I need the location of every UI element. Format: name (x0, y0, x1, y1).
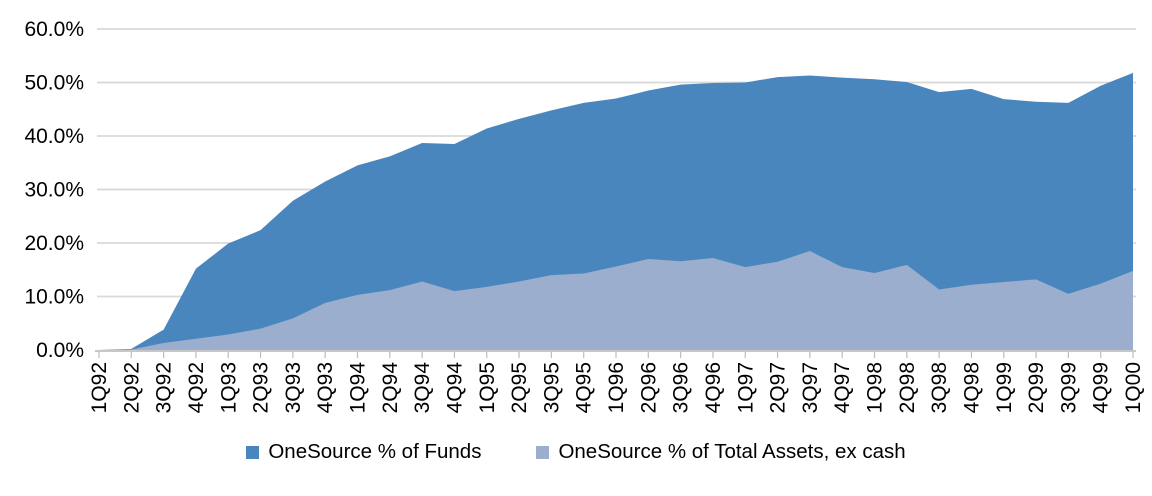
y-axis-tick-label: 40.0% (24, 125, 84, 148)
x-axis-tick-label: 2Q98 (896, 362, 919, 413)
y-axis-tick-label: 20.0% (24, 232, 84, 255)
x-axis-tick-label: 3Q94 (411, 362, 434, 414)
x-axis-tick-label: 4Q96 (702, 362, 725, 413)
y-axis-tick-label: 0.0% (36, 339, 84, 362)
x-axis-tick-label: 1Q95 (476, 362, 499, 413)
x-axis-tick-label: 4Q92 (185, 362, 208, 413)
legend-swatch-funds-icon (246, 445, 260, 459)
x-axis-tick-label: 4Q94 (443, 362, 466, 414)
x-axis-tick-label: 1Q00 (1122, 362, 1145, 413)
x-axis-tick-label: 2Q94 (379, 362, 402, 414)
x-axis-tick-label: 2Q93 (250, 362, 273, 413)
series-area-total-assets (99, 251, 1133, 350)
x-axis-tick-label: 3Q96 (670, 362, 693, 413)
x-axis-tick-label: 2Q96 (637, 362, 660, 413)
x-axis-tick-label: 2Q99 (1025, 362, 1048, 413)
legend-item-total-assets: OneSource % of Total Assets, ex cash (536, 440, 906, 464)
legend-swatch-total-assets-icon (536, 445, 550, 459)
y-axis-tick-label: 50.0% (24, 72, 84, 95)
x-axis-tick-label: 1Q94 (347, 362, 370, 414)
legend-item-funds: OneSource % of Funds (246, 440, 481, 464)
y-axis-tick-label: 60.0% (24, 18, 84, 41)
x-axis-tick-label: 3Q92 (153, 362, 176, 413)
x-axis-tick-label: 1Q96 (605, 362, 628, 413)
x-axis-tick-label: 4Q98 (960, 362, 983, 413)
x-axis-tick-label: 4Q93 (314, 362, 337, 413)
x-axis-tick-label: 3Q95 (540, 362, 563, 413)
x-axis-tick-label: 1Q93 (217, 362, 240, 413)
x-axis-tick-label: 2Q95 (508, 362, 531, 413)
x-axis-tick-label: 3Q99 (1057, 362, 1080, 413)
area-chart: 0.0% 10.0% 20.0% 30.0% 40.0% 50.0% 60.0% 1Q92 2Q… (24, 18, 1145, 414)
y-axis-tick-label: 30.0% (24, 179, 84, 202)
x-axis-tick-label: 3Q97 (799, 362, 822, 413)
x-axis-tick-label: 3Q93 (282, 362, 305, 413)
x-axis-tick-label: 1Q92 (88, 362, 111, 413)
x-axis-tick-label: 3Q98 (928, 362, 951, 413)
x-axis-tick-label: 4Q99 (1090, 362, 1113, 413)
y-axis-tick-label: 10.0% (24, 286, 84, 309)
x-axis-tick-label: 1Q99 (993, 362, 1016, 413)
x-axis-tick-label: 2Q97 (767, 362, 790, 413)
chart-legend: OneSource % of Funds OneSource % of Tota… (0, 440, 1152, 464)
legend-label-total-assets: OneSource % of Total Assets, ex cash (558, 440, 906, 463)
legend-label-funds: OneSource % of Funds (268, 440, 482, 463)
x-axis-tick-label: 1Q97 (734, 362, 757, 413)
x-axis-tick-label: 4Q95 (573, 362, 596, 413)
x-axis-tick-label: 2Q92 (120, 362, 143, 413)
x-axis-tick-label: 4Q97 (831, 362, 854, 413)
x-axis-tick-label: 1Q98 (864, 362, 887, 413)
